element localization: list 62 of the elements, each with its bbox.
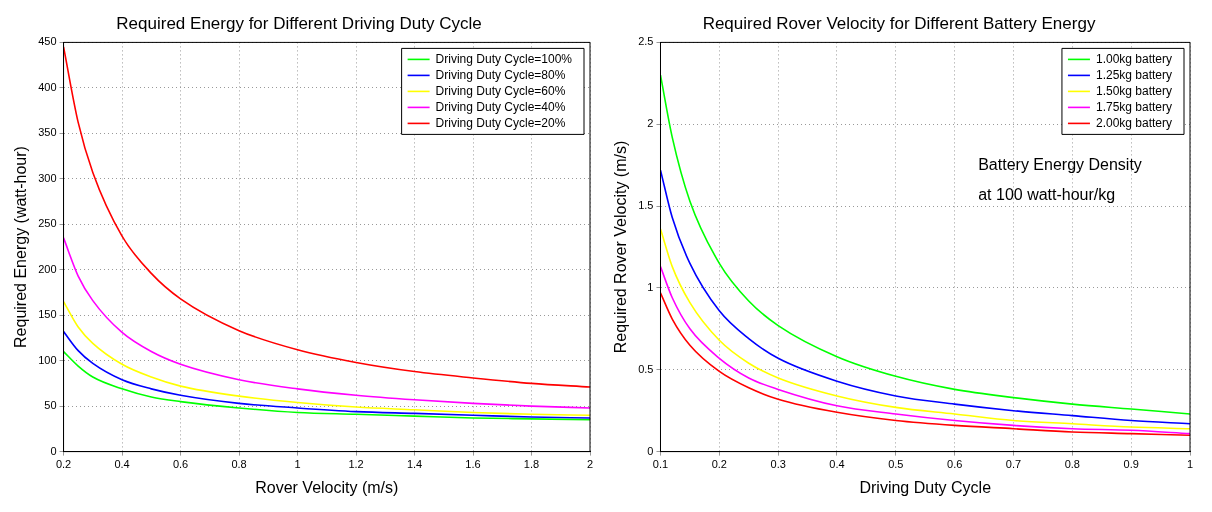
x-tick-label: 2 [586,458,594,471]
y-tick-label: 0 [50,444,57,457]
y-tick-label: 1.5 [638,199,654,212]
x-tick-label: 0.5 [888,458,904,471]
y-tick-label: 100 [38,353,57,366]
x-tick-label: 1.8 [523,458,540,471]
x-tick-label: 0.7 [1005,458,1022,471]
x-tick-label: 0.4 [114,458,130,471]
y-axis-title: Required Energy (watt-hour) [12,146,30,348]
x-tick-label: 0.6 [947,458,963,471]
line-series [63,350,590,421]
y-tick-label: 450 [38,35,57,48]
chart-title: Required Rover Velocity for Different Battery Energy [702,13,1096,33]
legend-label: Driving Duty Cycle=20% [435,115,566,130]
x-tick-label: 1 [294,458,301,471]
x-tick-label: 1.6 [465,458,481,471]
legend-label: Driving Duty Cycle=60% [435,83,566,98]
x-tick-label: 0.8 [231,458,247,471]
annotation: Battery Energy Density [978,155,1142,173]
line-series [63,330,590,419]
x-tick-label: 0.1 [652,458,669,471]
x-tick-label: 0.6 [172,458,189,471]
line-series [660,292,1190,437]
y-tick-label: 2.5 [638,35,654,48]
x-tick-label: 0.2 [711,458,727,471]
x-axis-title: Rover Velocity (m/s) [255,478,399,496]
legend-label: 1.25kg battery [1095,67,1173,82]
y-tick-label: 1 [647,280,654,293]
legend-label: 1.75kg battery [1095,99,1173,114]
x-tick-label: 1 [1186,458,1194,471]
line-series [63,237,590,409]
x-axis-title: Driving Duty Cycle [859,478,992,496]
legend-label: Driving Duty Cycle=40% [435,99,566,114]
x-tick-label: 1.2 [348,458,364,471]
y-tick-label: 150 [38,308,57,321]
y-tick-label: 2 [647,117,654,130]
y-tick-label: 0 [647,444,654,457]
y-tick-label: 300 [38,171,57,184]
chart-title: Required Energy for Different Driving Duty Cycle [116,13,482,33]
y-tick-label: 350 [38,126,57,139]
y-tick-label: 250 [38,217,57,230]
x-tick-label: 0.2 [55,458,72,471]
legend-label: 1.00kg battery [1095,51,1173,66]
x-tick-label: 0.4 [829,458,845,471]
annotation: at 100 watt-hour/kg [978,185,1116,203]
legend-label: 2.00kg battery [1095,115,1173,130]
legend-label: Driving Duty Cycle=80% [435,67,566,82]
y-tick-label: 200 [38,262,57,275]
x-tick-label: 0.3 [770,458,786,471]
line-series [660,265,1190,435]
y-tick-label: 400 [38,80,57,93]
legend-label: Driving Duty Cycle=100% [435,51,573,66]
line-series [660,228,1190,430]
y-axis-title: Required Rover Velocity (m/s) [612,140,630,354]
y-tick-label: 50 [44,399,57,412]
x-tick-label: 0.8 [1064,458,1080,471]
legend-label: 1.50kg battery [1095,83,1173,98]
line-series [63,46,590,388]
x-tick-label: 0.9 [1123,458,1139,471]
x-tick-label: 1.4 [406,458,423,471]
line-series [63,300,590,417]
y-tick-label: 0.5 [638,362,654,375]
